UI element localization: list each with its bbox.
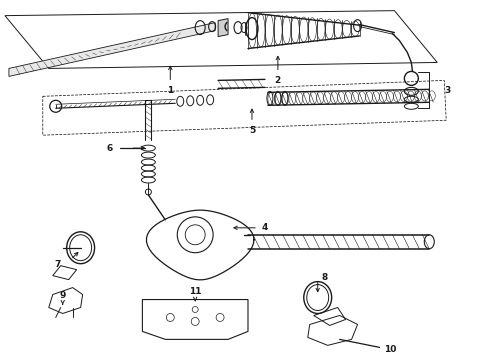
Polygon shape <box>9 23 215 76</box>
Text: 2: 2 <box>275 76 281 85</box>
Text: 3: 3 <box>444 86 450 95</box>
Text: 5: 5 <box>249 126 255 135</box>
Text: 9: 9 <box>59 291 66 300</box>
Text: 11: 11 <box>189 287 201 296</box>
Text: 6: 6 <box>106 144 113 153</box>
Text: 8: 8 <box>322 273 328 282</box>
Text: 7: 7 <box>54 260 61 269</box>
Text: 1: 1 <box>167 86 173 95</box>
Text: 4: 4 <box>262 223 269 232</box>
Text: 10: 10 <box>385 345 397 354</box>
Polygon shape <box>218 19 228 37</box>
